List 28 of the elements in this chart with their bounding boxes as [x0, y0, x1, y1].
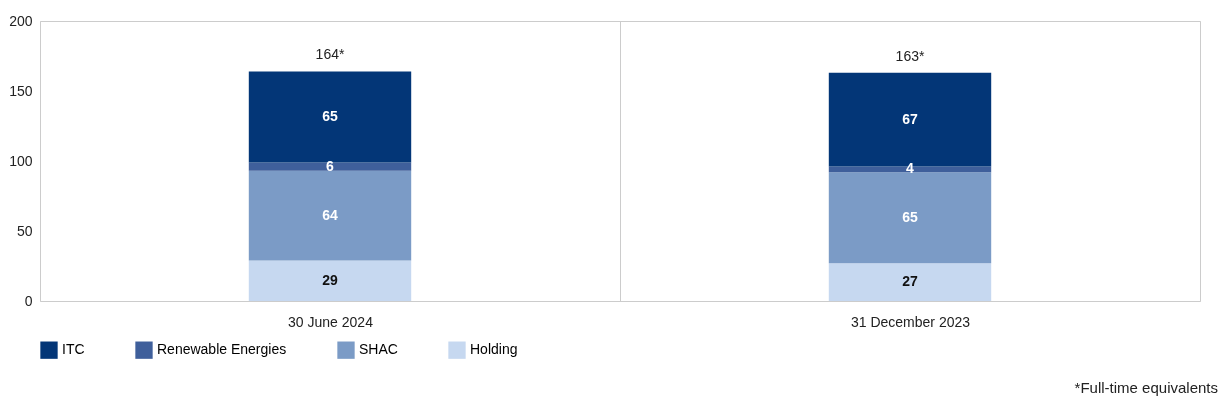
bar: [828, 263, 992, 301]
bar: [248, 71, 412, 163]
data-label: 65: [322, 107, 338, 124]
y-tick-label: 150: [9, 82, 33, 99]
data-label: 29: [322, 271, 338, 288]
bar: [828, 172, 992, 264]
total-label: 164*: [315, 46, 345, 63]
data-label: 67: [902, 110, 918, 127]
data-label: 64: [322, 206, 338, 223]
x-tick-label: 31 December 2023: [850, 313, 971, 330]
legend-label: Holding: [470, 341, 518, 358]
y-tick-label: 100: [9, 152, 33, 169]
text: *Full-time equivalents: [1074, 379, 1218, 396]
bar: [248, 162, 412, 171]
bar: [248, 170, 412, 261]
y-tick-label: 200: [9, 12, 33, 29]
bar: [248, 260, 412, 301]
legend-label: ITC: [62, 341, 85, 358]
total-label: 163*: [895, 47, 925, 64]
data-label: 4: [906, 160, 915, 177]
legend-label: SHAC: [359, 341, 398, 358]
y-tick-label: 0: [24, 292, 33, 309]
y-tick-label: 50: [16, 222, 33, 239]
legend-label: Renewable Energies: [157, 341, 287, 358]
data-label: 27: [902, 273, 918, 290]
data-label: 65: [902, 208, 918, 225]
data-label: 6: [326, 157, 335, 174]
x-tick-label: 30 June 2024: [288, 313, 374, 330]
